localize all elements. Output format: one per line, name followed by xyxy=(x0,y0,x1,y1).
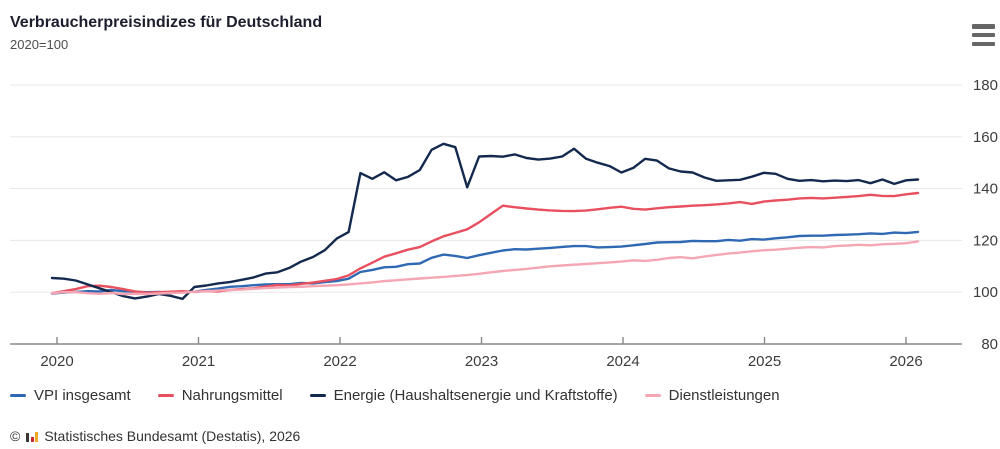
y-axis-label: 140 xyxy=(973,181,998,198)
legend-item-energie[interactable]: Energie (Haushaltsenergie und Kraftstoff… xyxy=(309,387,618,404)
hamburger-icon xyxy=(972,41,995,46)
x-axis-label: 2025 xyxy=(748,353,781,370)
destatis-logo-icon xyxy=(26,431,39,442)
chart-context-menu-button[interactable] xyxy=(972,24,998,46)
line-marker-icon xyxy=(309,394,326,397)
series-line-dienstleistungen xyxy=(50,240,920,296)
x-axis-label: 2021 xyxy=(182,353,215,370)
y-axis-label: 120 xyxy=(973,232,998,249)
series-line-energie-haushaltsenergie-und-kraftstoffe xyxy=(50,142,920,301)
x-axis-label: 2024 xyxy=(606,353,639,370)
line-marker-icon xyxy=(157,394,174,397)
series-line-nahrungsmittel xyxy=(50,191,920,295)
x-axis-label: 2020 xyxy=(40,353,73,370)
chart-legend: VPI insgesamt Nahrungsmittel Energie (Ha… xyxy=(10,387,780,404)
legend-item-vpi-insgesamt[interactable]: VPI insgesamt xyxy=(10,387,131,404)
copyright-symbol: © xyxy=(10,428,21,444)
hamburger-icon xyxy=(972,32,995,38)
x-axis-label: 2026 xyxy=(889,353,922,370)
x-axis-label: 2023 xyxy=(465,353,498,370)
y-axis-label: 180 xyxy=(973,77,998,94)
page-title: Verbraucherpreisindizes für Deutschland xyxy=(10,14,323,31)
source-attribution: © Statistisches Bundesamt (Destatis), 20… xyxy=(10,428,300,444)
legend-label: VPI insgesamt xyxy=(34,387,131,404)
legend-label: Energie (Haushaltsenergie und Kraftstoff… xyxy=(333,387,618,404)
y-axis-label: 80 xyxy=(981,336,998,353)
y-axis-label: 100 xyxy=(973,284,998,301)
series-line-vpi-insgesamt xyxy=(50,230,920,295)
legend-label: Nahrungsmittel xyxy=(181,387,283,404)
line-marker-icon xyxy=(644,394,661,397)
source-text: Statistisches Bundesamt (Destatis), 2026 xyxy=(44,428,301,444)
x-axis-label: 2022 xyxy=(323,353,356,370)
legend-item-nahrungsmittel[interactable]: Nahrungsmittel xyxy=(157,387,283,404)
y-axis-label: 160 xyxy=(973,129,998,146)
legend-label: Dienstleistungen xyxy=(668,387,780,404)
hamburger-icon xyxy=(972,24,995,29)
chart-subtitle: 2020=100 xyxy=(10,37,69,52)
line-marker-icon xyxy=(10,394,26,397)
legend-item-dienstleistungen[interactable]: Dienstleistungen xyxy=(644,387,780,404)
